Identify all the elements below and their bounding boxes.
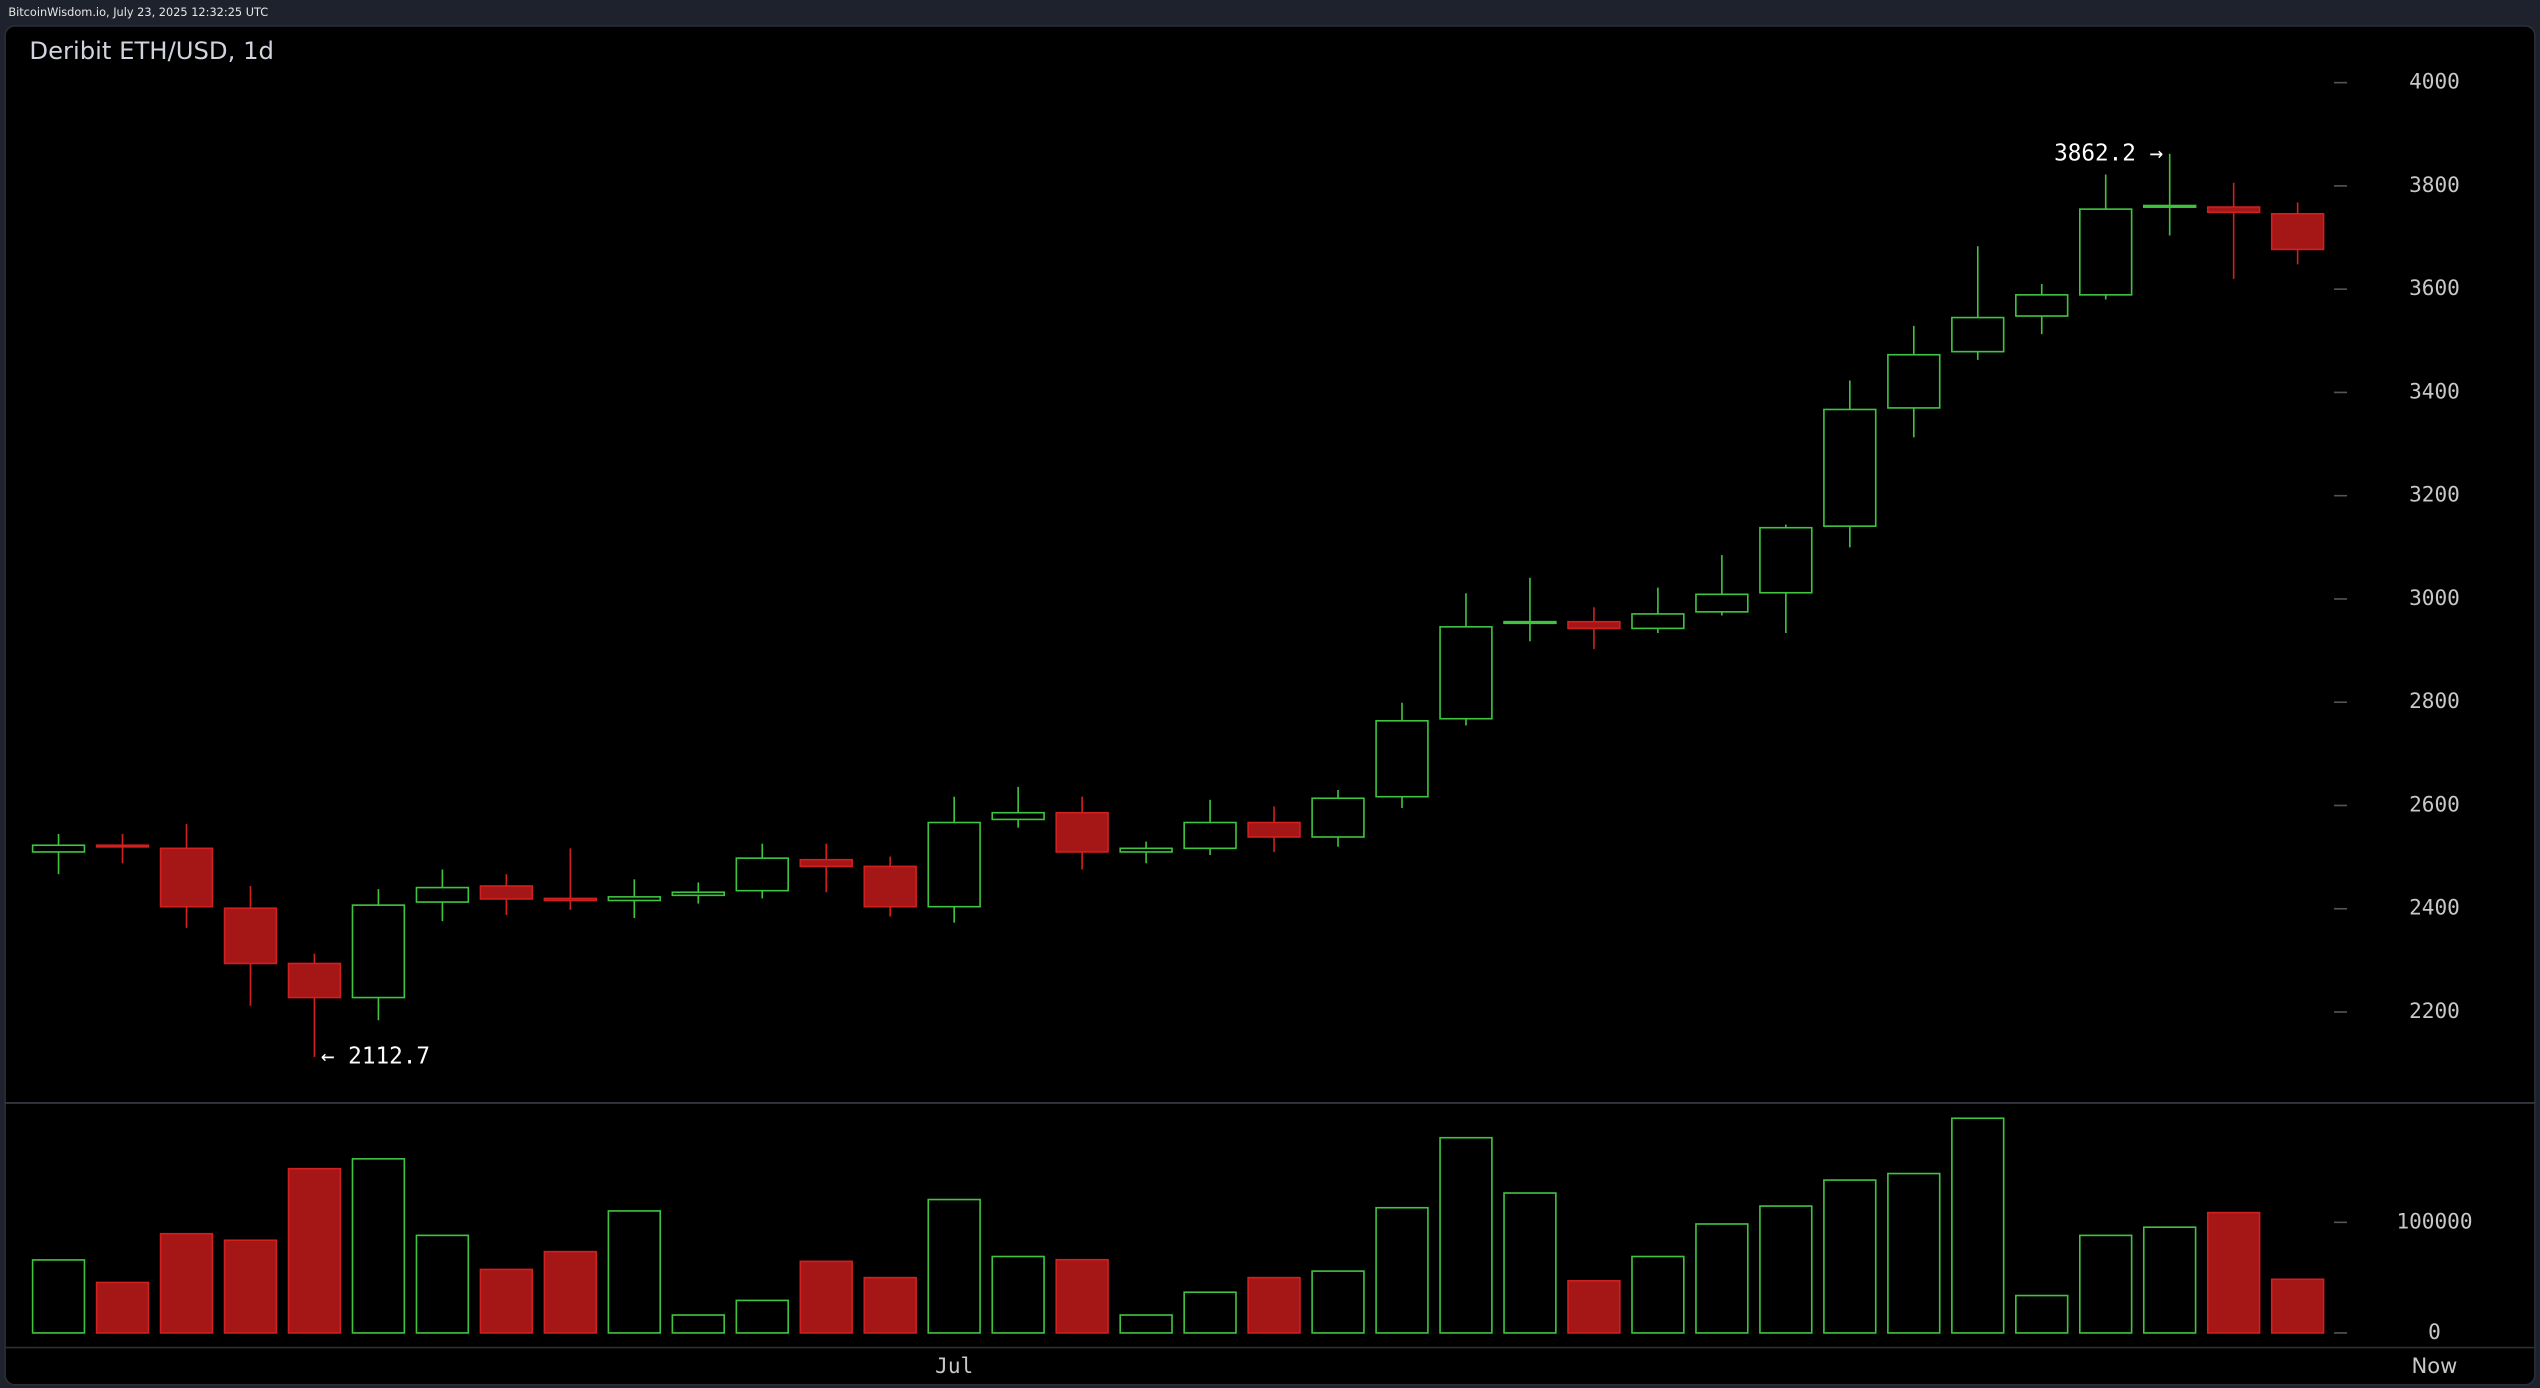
volume-bar <box>2142 1226 2197 1334</box>
candle-body <box>31 844 86 853</box>
volume-bar <box>1375 1206 1429 1334</box>
candle-body <box>2270 212 2325 251</box>
candle-body <box>351 904 406 999</box>
candle-body <box>1503 620 1557 625</box>
y-tick-label: 2600 <box>2409 791 2460 816</box>
y-tick-label: 3400 <box>2409 378 2460 403</box>
candle-body <box>2142 204 2197 208</box>
volume-bar <box>1183 1291 1237 1334</box>
y-tick-label: 3000 <box>2409 585 2460 610</box>
candle-body <box>287 962 342 999</box>
candle-body <box>1375 719 1429 798</box>
candle-body <box>2078 208 2133 296</box>
volume-bar <box>1503 1192 1557 1334</box>
volume-bar <box>1439 1136 1493 1334</box>
x-end-label: Now <box>2412 1353 2458 1378</box>
volume-bar <box>287 1167 342 1334</box>
volume-bar <box>735 1299 789 1334</box>
volume-bar <box>1119 1314 1173 1334</box>
y-tick-label: 2200 <box>2409 998 2460 1023</box>
candle-body <box>1247 821 1301 838</box>
plot: 2200 2400 2600 2800 3000 3200 3400 3600 3800 4000… <box>31 69 2473 1378</box>
candle-body <box>415 886 470 903</box>
candle-body <box>2015 294 2069 317</box>
candle-body <box>607 896 662 902</box>
volume-bar <box>351 1158 406 1334</box>
volume-bar <box>543 1250 598 1334</box>
candle-body <box>863 865 917 908</box>
candle-body <box>479 885 534 900</box>
volume-bar <box>1951 1117 2005 1334</box>
volume-bar <box>1887 1172 1941 1334</box>
volume-bar <box>223 1239 278 1334</box>
candle-body <box>927 821 981 908</box>
volume-bar <box>2078 1234 2133 1334</box>
volume-bar <box>607 1210 662 1334</box>
candle-body <box>1823 408 1877 527</box>
volume-bar <box>1567 1280 1621 1334</box>
volume-bar <box>1823 1179 1877 1334</box>
volume-bar <box>863 1276 917 1334</box>
candle-body <box>543 897 598 902</box>
candle-body <box>95 844 150 848</box>
y-tick-label: 3800 <box>2409 172 2460 197</box>
volume-bar <box>1311 1270 1365 1334</box>
volume-tick-label: 0 <box>2428 1319 2441 1344</box>
volume-bar <box>799 1260 853 1334</box>
low-annotation: ← 2112.7 <box>321 1044 430 1070</box>
candle-body <box>1183 821 1237 850</box>
y-tick-label: 2400 <box>2409 895 2460 920</box>
candle-body <box>1119 847 1173 853</box>
volume-bar <box>927 1198 981 1334</box>
y-tick-label: 3200 <box>2409 482 2460 507</box>
candle-body <box>991 811 1045 821</box>
high-annotation: 3862.2 → <box>2054 140 2163 166</box>
volume-bar <box>1695 1223 1749 1334</box>
x-tick-label: Jul <box>935 1353 973 1378</box>
candle-body <box>1759 526 1813 594</box>
candle-body <box>1439 626 1493 720</box>
volume-bar <box>415 1234 470 1334</box>
volume-bar <box>1759 1205 1813 1334</box>
y-tick-label: 4000 <box>2409 69 2460 94</box>
candle-body <box>1887 353 1941 409</box>
candle-body <box>1311 797 1365 838</box>
volume-bar <box>991 1255 1045 1334</box>
volume-bar <box>2206 1211 2261 1334</box>
volume-bar <box>95 1281 150 1334</box>
candle-body <box>799 858 853 868</box>
candle-body <box>1951 316 2005 353</box>
volume-bar <box>2015 1294 2069 1334</box>
volume-bar <box>1247 1276 1301 1334</box>
volume-bar <box>31 1259 86 1334</box>
candle-body <box>1631 613 1685 630</box>
candle-body <box>223 907 278 965</box>
y-tick-label: 3600 <box>2409 275 2460 300</box>
volume-bar <box>479 1268 534 1334</box>
volume-tick-label: 100000 <box>2396 1208 2472 1233</box>
candle-body <box>1055 811 1109 853</box>
volume-bar <box>1631 1255 1685 1334</box>
volume-bar <box>671 1314 726 1334</box>
volume-bar <box>1055 1258 1109 1334</box>
chart-title: Deribit ETH/USD, 1d <box>29 36 274 65</box>
candle-body <box>2206 206 2261 214</box>
candle-body <box>1695 593 1749 613</box>
y-tick-label: 2800 <box>2409 688 2460 713</box>
candle-body <box>1567 620 1621 630</box>
candle-body <box>159 847 214 908</box>
volume-bar <box>2270 1278 2325 1334</box>
candle-body <box>671 891 726 897</box>
candle-body <box>735 857 789 892</box>
header-text: BitcoinWisdom.io, July 23, 2025 12:32:25… <box>8 5 268 19</box>
volume-bar <box>159 1232 214 1334</box>
